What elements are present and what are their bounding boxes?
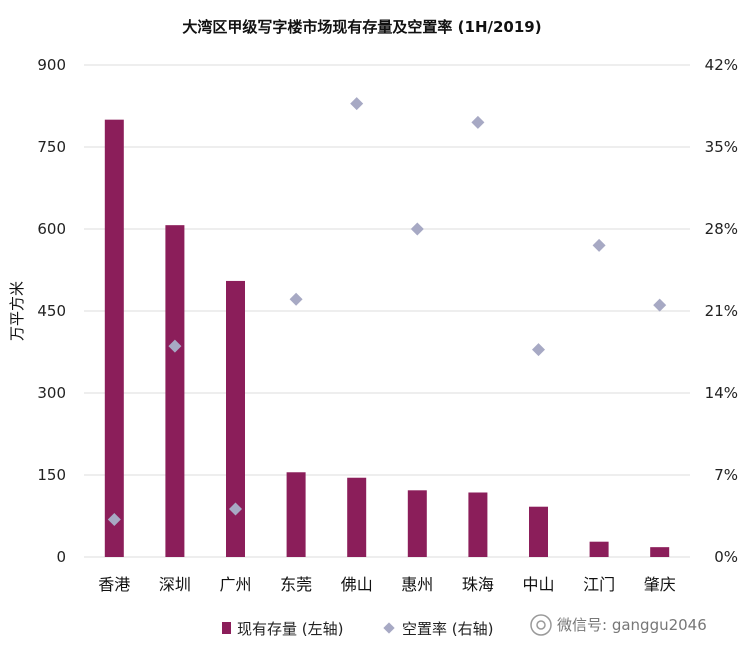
legend-marker-label: 空置率 (右轴)	[402, 620, 493, 638]
left-tick-label: 150	[37, 466, 66, 484]
left-tick-label: 450	[37, 302, 66, 320]
left-tick-label: 750	[37, 138, 66, 156]
right-tick-label: 42%	[705, 56, 738, 74]
wechat-icon	[530, 614, 552, 636]
scatter-point	[350, 97, 364, 111]
category-label: 中山	[522, 575, 554, 594]
bar	[226, 280, 245, 557]
scatter-point	[532, 343, 545, 357]
left-tick-label: 300	[37, 384, 66, 402]
chart-title: 大湾区甲级写字楼市场现有存量及空置率 (1H/2019)	[182, 18, 541, 36]
bar	[468, 492, 488, 557]
right-tick-label: 28%	[705, 220, 738, 238]
left-tick-label: 600	[37, 220, 66, 238]
category-label: 深圳	[159, 575, 191, 594]
scatter-point	[471, 115, 485, 129]
bar	[589, 541, 609, 557]
scatter-point	[168, 339, 182, 353]
legend-marker-swatch	[383, 622, 395, 634]
category-label: 江门	[583, 575, 615, 594]
gridlines	[84, 64, 690, 558]
right-tick-label: 14%	[705, 384, 738, 402]
category-label: 香港	[98, 575, 130, 594]
category-label: 肇庆	[644, 575, 676, 594]
right-tick-label: 35%	[705, 138, 738, 156]
legend-bar-swatch	[222, 622, 231, 634]
category-label: 东莞	[280, 575, 312, 594]
bar	[650, 547, 670, 557]
bar	[165, 225, 185, 557]
scatter-point	[653, 298, 667, 312]
bar	[286, 472, 306, 557]
scatter-point	[229, 502, 242, 516]
scatter-point	[107, 513, 121, 527]
bar	[407, 490, 427, 557]
watermark-text: 微信号: ganggu2046	[557, 616, 707, 634]
category-label: 惠州	[401, 575, 433, 594]
scatter-point	[592, 238, 606, 252]
legend: 现有存量 (左轴) 空置率 (右轴)	[222, 620, 493, 638]
right-tick-label: 21%	[705, 302, 738, 320]
left-axis-ticks: 0 150 300 450 600 750 900	[37, 56, 66, 566]
scatter-point	[289, 292, 303, 306]
scatter-point	[410, 222, 424, 236]
right-tick-label: 7%	[714, 466, 738, 484]
watermark: 微信号: ganggu2046	[530, 614, 707, 636]
left-tick-label: 900	[37, 56, 66, 74]
right-axis-ticks: 0% 7% 14% 21% 28% 35% 42%	[705, 56, 738, 566]
left-tick-label: 0	[56, 548, 66, 566]
category-label: 珠海	[462, 575, 494, 594]
scatter-series	[107, 97, 667, 527]
bar	[347, 477, 367, 557]
bar	[529, 506, 548, 557]
category-labels: 香港 深圳 广州 东莞 佛山 惠州 珠海 中山 江门 肇庆	[98, 575, 675, 594]
category-label: 佛山	[341, 575, 373, 594]
legend-bar-label: 现有存量 (左轴)	[237, 620, 343, 638]
bar	[104, 119, 124, 558]
bar-series	[104, 119, 670, 558]
category-label: 广州	[219, 575, 251, 594]
y-axis-title: 万平方米	[8, 281, 26, 341]
right-tick-label: 0%	[714, 548, 738, 566]
